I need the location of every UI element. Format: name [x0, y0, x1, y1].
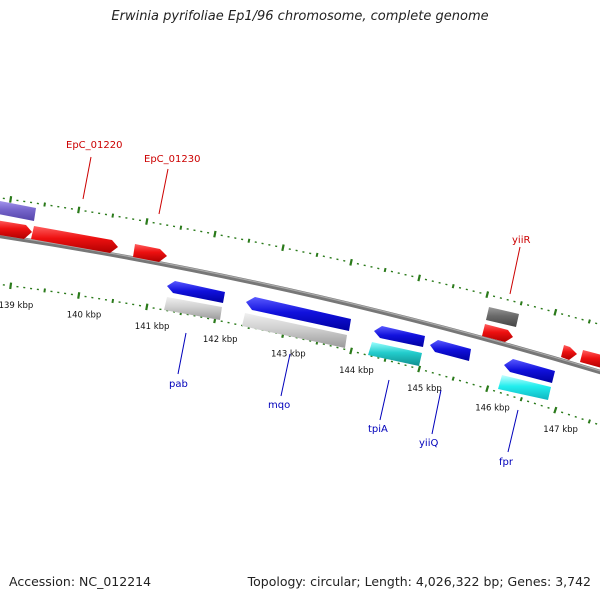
gene-feature-fpr-rna[interactable] [498, 375, 551, 400]
forward-strand-features [0, 200, 600, 368]
gene-label-epc01230[interactable]: EpC_01230 [144, 154, 200, 165]
minor-tick [315, 252, 319, 258]
scale-label: 145 kbp [407, 384, 442, 394]
genome-summary-text: Topology: circular; Length: 4,026,322 bp… [247, 574, 591, 589]
scale-label: 144 kbp [339, 366, 374, 376]
leader-yiiq [431, 389, 442, 435]
gene-feature-tpia[interactable] [374, 326, 425, 347]
major-tick [77, 292, 81, 299]
leader-fpr [507, 409, 519, 453]
minor-tick [451, 283, 455, 289]
gene-label-yiiq[interactable]: yiiQ [419, 438, 438, 449]
gene-feature-tpia-rna[interactable] [368, 342, 422, 366]
scale-label: 139 kbp [0, 301, 33, 311]
gene-label-yiir[interactable]: yiiR [512, 235, 530, 246]
gene-label-pab[interactable]: pab [169, 379, 188, 390]
major-tick [485, 385, 490, 393]
minor-tick [587, 319, 591, 324]
major-tick [349, 258, 353, 266]
major-tick [485, 291, 490, 299]
major-tick [553, 406, 558, 414]
major-tick [77, 206, 81, 214]
major-tick [417, 274, 421, 282]
minor-tick [587, 419, 591, 424]
gene-label-epc01220[interactable]: EpC_01220 [66, 140, 122, 151]
gene-feature-epc01230[interactable] [133, 244, 167, 262]
gene-feature-red-right-1[interactable] [561, 345, 577, 360]
major-tick [281, 244, 285, 252]
chromosome-backbone [0, 233, 600, 375]
minor-tick [451, 376, 455, 381]
major-tick [145, 218, 149, 225]
gene-feature-purple[interactable] [0, 200, 36, 221]
gene-label-mqo[interactable]: mqo [268, 400, 290, 411]
label-leaders [82, 156, 521, 453]
minor-tick [43, 202, 46, 207]
minor-tick [111, 213, 115, 218]
leader-pab [177, 332, 187, 375]
minor-tick [179, 225, 183, 230]
accession-text: Accession: NC_012214 [9, 574, 152, 589]
gene-feature-red-right-2[interactable] [580, 350, 600, 368]
scale-label: 142 kbp [203, 335, 238, 345]
scale-label: 146 kbp [475, 404, 510, 414]
minor-tick [247, 238, 251, 243]
gene-feature-mqo-pseudo[interactable] [242, 313, 347, 348]
gene-feature-yiiq[interactable] [430, 340, 471, 361]
minor-tick [383, 267, 387, 273]
major-tick [553, 308, 558, 316]
major-tick [145, 303, 149, 311]
gene-feature-pab[interactable] [167, 281, 225, 303]
scale-labels: 139 kbp 140 kbp 141 kbp 142 kbp 143 kbp 144 k… [0, 301, 578, 435]
scale-label: 143 kbp [271, 350, 306, 360]
leader-epc01230 [158, 168, 169, 215]
outer-tick-ring [2, 196, 598, 325]
leader-mqo [280, 353, 291, 397]
minor-tick [519, 397, 523, 402]
gene-feature-mqo[interactable] [246, 297, 351, 331]
map-title: Erwinia pyrifoliae Ep1/96 chromosome, co… [111, 9, 489, 24]
gene-feature-fpr[interactable] [504, 359, 555, 383]
gene-feature-pab-pseudo[interactable] [164, 297, 222, 320]
gene-feature-yiir[interactable] [482, 324, 513, 342]
major-tick [417, 365, 422, 373]
leader-yiir [509, 246, 521, 295]
gene-feature-yiir-gray[interactable] [486, 307, 519, 327]
gene-feature-epc01220[interactable] [31, 226, 118, 253]
major-tick [9, 196, 13, 203]
minor-tick [519, 301, 523, 306]
minor-tick [111, 298, 115, 304]
minor-tick [43, 288, 46, 293]
leader-epc01220 [82, 156, 92, 200]
major-tick [349, 347, 353, 355]
chromosome-backbone-highlight [0, 234, 600, 372]
gene-label-tpia[interactable]: tpiA [368, 424, 388, 435]
gene-label-fpr[interactable]: fpr [499, 457, 514, 468]
scale-label: 141 kbp [135, 322, 170, 332]
scale-label: 140 kbp [67, 311, 102, 321]
gene-labels: EpC_01220 EpC_01230 yiiR pab mqo tpiA yi… [66, 140, 530, 468]
major-tick [9, 282, 13, 290]
scale-label: 147 kbp [543, 425, 578, 435]
gene-feature-red-partial[interactable] [0, 220, 32, 239]
reverse-strand-features [164, 281, 555, 400]
leader-tpia [379, 379, 390, 421]
major-tick [213, 230, 217, 238]
